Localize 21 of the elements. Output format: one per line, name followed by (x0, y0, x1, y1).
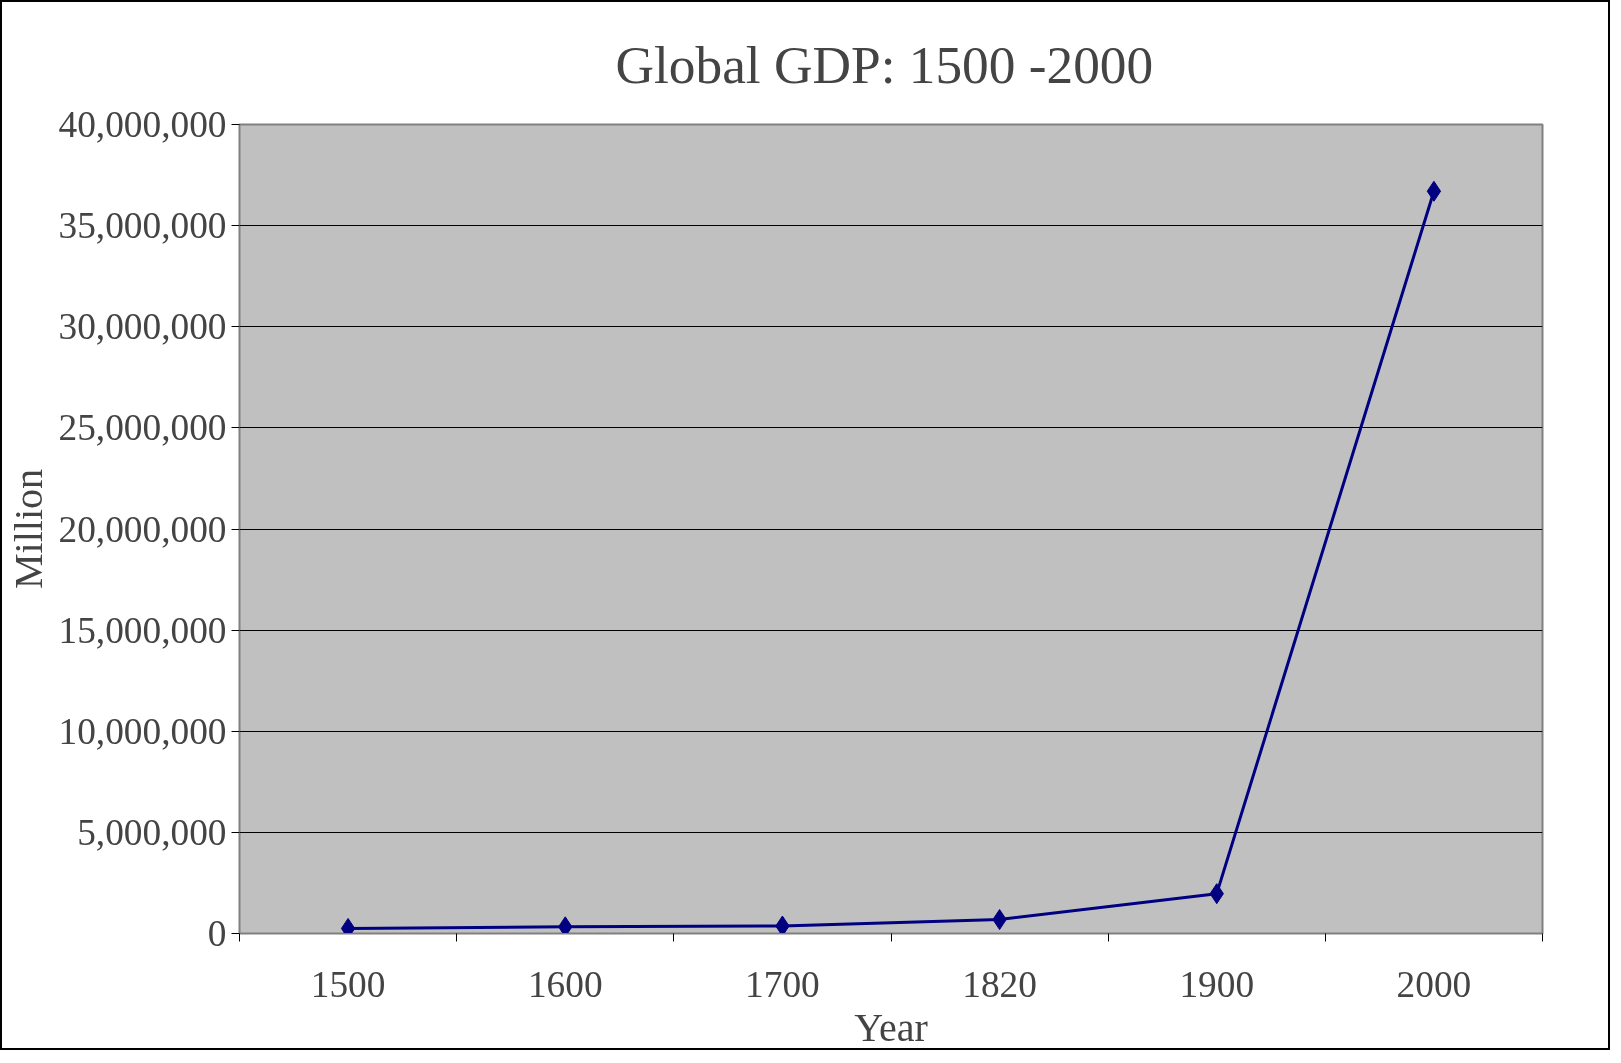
y-tick-label: 5,000,000 (77, 811, 227, 853)
y-tick-label: 40,000,000 (58, 104, 227, 145)
point (1426, 180, 1442, 202)
y-tick-label: 30,000,000 (58, 306, 227, 348)
y-tick-label: 10,000,000 (58, 710, 227, 752)
y-tick-label: 15,000,000 (58, 609, 227, 651)
y-axis-title: Million (5, 468, 51, 590)
y-tick-label: 0 (207, 913, 227, 954)
y-tick-label: 20,000,000 (58, 508, 227, 550)
y-tick-label: 25,000,000 (58, 407, 227, 449)
x-tick-label: 1820 (962, 963, 1037, 1005)
point (775, 915, 790, 934)
x-axis-title: Year (854, 1004, 928, 1050)
chart-title: Global GDP: 1500 -2000 (615, 34, 1154, 95)
x-tick-label: 1900 (1179, 963, 1255, 1005)
x-tick-label: 1600 (527, 963, 603, 1005)
x-tick-label: 2000 (1396, 963, 1472, 1005)
x-tick-label: 1700 (745, 963, 820, 1005)
y-tick-label: 35,000,000 (58, 205, 227, 247)
point (558, 916, 573, 934)
x-tick-label: 1500 (310, 963, 386, 1005)
